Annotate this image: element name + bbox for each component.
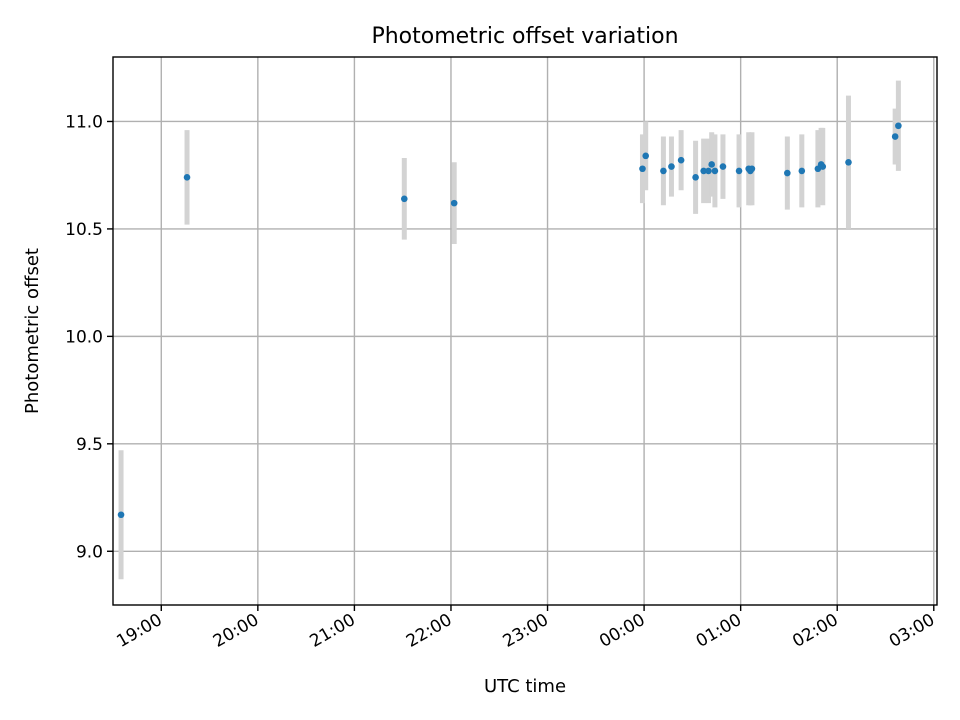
data-point [450, 199, 458, 207]
chart-title: Photometric offset variation [371, 24, 678, 49]
data-point [891, 133, 899, 140]
data-point [845, 159, 852, 166]
y-tick-label: 10.0 [65, 327, 103, 347]
x-axis-label: UTC time [484, 676, 566, 697]
data-point [735, 167, 743, 175]
data-point [692, 174, 699, 181]
y-tick-label: 11.0 [65, 112, 103, 132]
data-point [708, 161, 715, 168]
data-point [400, 195, 408, 203]
data-point [784, 169, 791, 177]
data-point [700, 167, 707, 175]
data-point [668, 163, 675, 170]
y-tick-label: 9.0 [76, 542, 103, 562]
data-point [719, 163, 727, 170]
data-point [895, 122, 902, 130]
data-point [183, 174, 191, 181]
point-layer [117, 122, 902, 519]
data-point [748, 165, 756, 173]
plot-frame [112, 56, 938, 606]
data-point [639, 165, 646, 173]
data-point [705, 167, 712, 175]
data-point [677, 156, 685, 164]
data-point [642, 152, 650, 160]
data-point [819, 163, 827, 170]
data-point [660, 167, 667, 175]
data-point [798, 167, 806, 175]
data-point [711, 167, 719, 175]
y-axis-label: Photometric offset [22, 248, 43, 414]
data-point [117, 511, 125, 519]
y-tick-label: 9.5 [76, 435, 103, 455]
y-tick-label: 10.5 [65, 220, 103, 240]
